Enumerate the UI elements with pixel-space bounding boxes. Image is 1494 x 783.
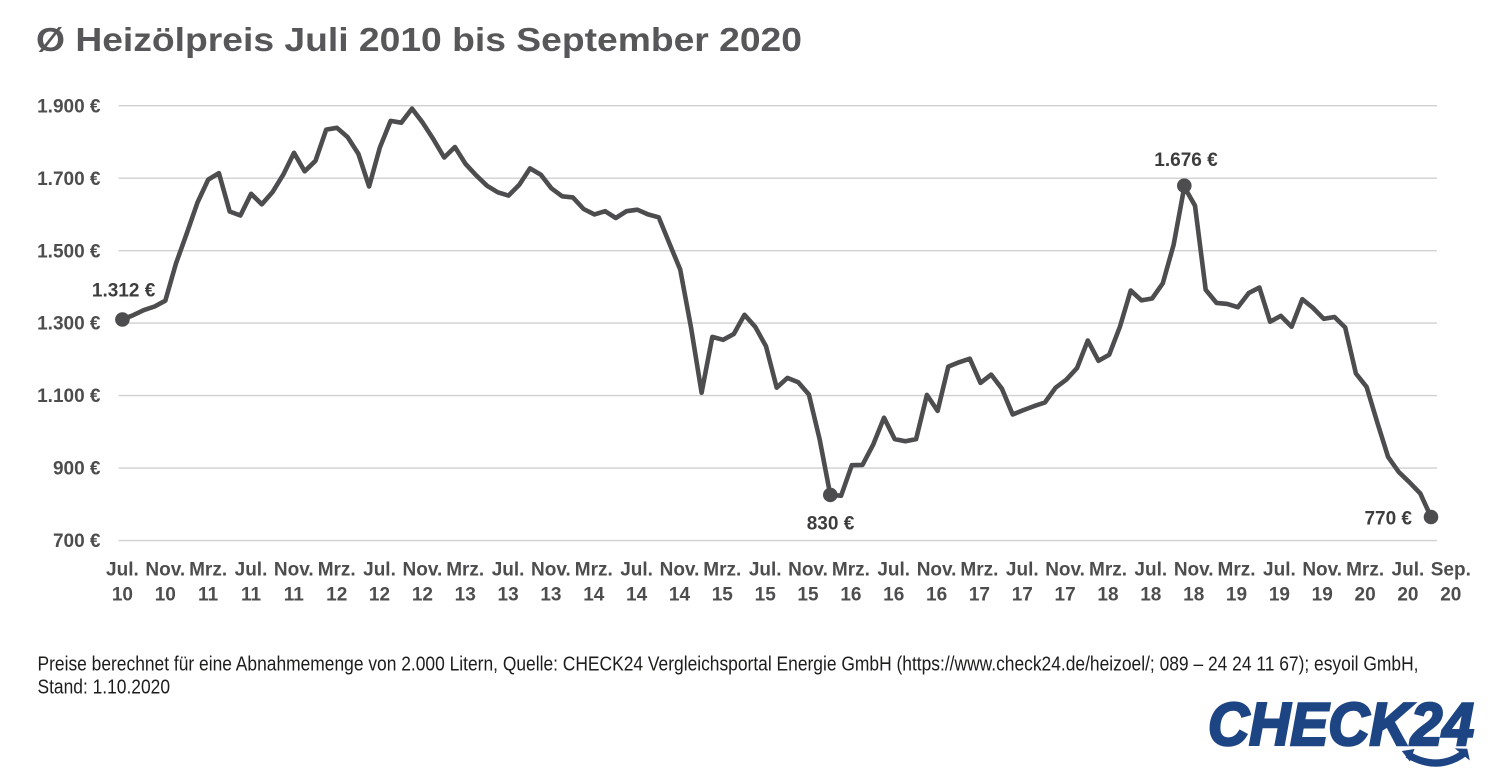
svg-text:Jul.: Jul.: [749, 560, 782, 581]
svg-text:830 €: 830 €: [807, 514, 855, 535]
svg-text:Mrz.: Mrz.: [1218, 560, 1256, 581]
svg-text:Nov.: Nov.: [274, 560, 314, 581]
svg-text:15: 15: [797, 584, 819, 605]
svg-text:19: 19: [1269, 584, 1290, 605]
svg-text:18: 18: [1183, 584, 1204, 605]
svg-text:12: 12: [412, 584, 433, 605]
svg-text:Jul.: Jul.: [1134, 560, 1167, 581]
svg-text:20: 20: [1397, 584, 1418, 605]
svg-text:Sep.: Sep.: [1431, 560, 1471, 581]
svg-text:17: 17: [1055, 584, 1076, 605]
svg-text:Mrz.: Mrz.: [1346, 560, 1384, 581]
svg-text:14: 14: [669, 584, 691, 605]
svg-text:Stand: 1.10.2020: Stand: 1.10.2020: [38, 677, 171, 699]
svg-text:18: 18: [1097, 584, 1118, 605]
svg-text:Jul.: Jul.: [492, 560, 525, 581]
svg-text:11: 11: [284, 584, 305, 605]
svg-text:770 €: 770 €: [1364, 509, 1412, 530]
svg-text:900 €: 900 €: [53, 459, 101, 480]
svg-text:1.300 €: 1.300 €: [37, 314, 101, 335]
svg-text:700 €: 700 €: [53, 531, 101, 552]
svg-text:13: 13: [540, 584, 561, 605]
svg-text:17: 17: [969, 584, 990, 605]
svg-text:10: 10: [112, 584, 133, 605]
svg-text:Mrz.: Mrz.: [960, 560, 998, 581]
svg-text:Mrz.: Mrz.: [189, 560, 227, 581]
svg-text:Jul.: Jul.: [1392, 560, 1425, 581]
svg-text:Jul.: Jul.: [363, 560, 396, 581]
svg-text:Nov.: Nov.: [788, 560, 828, 581]
svg-text:Mrz.: Mrz.: [1089, 560, 1127, 581]
svg-text:Nov.: Nov.: [1045, 560, 1085, 581]
svg-text:Jul.: Jul.: [620, 560, 653, 581]
svg-text:Nov.: Nov.: [1174, 560, 1214, 581]
svg-text:16: 16: [883, 584, 904, 605]
svg-text:1.312 €: 1.312 €: [92, 280, 156, 301]
svg-text:Nov.: Nov.: [403, 560, 443, 581]
svg-text:20: 20: [1440, 584, 1461, 605]
svg-text:12: 12: [369, 584, 390, 605]
svg-text:16: 16: [840, 584, 861, 605]
svg-text:Jul.: Jul.: [106, 560, 139, 581]
svg-text:Nov.: Nov.: [1302, 560, 1342, 581]
svg-text:15: 15: [712, 584, 734, 605]
svg-text:Jul.: Jul.: [877, 560, 910, 581]
svg-text:18: 18: [1140, 584, 1161, 605]
svg-text:10: 10: [155, 584, 176, 605]
svg-text:1.700 €: 1.700 €: [37, 169, 101, 190]
svg-text:14: 14: [583, 584, 605, 605]
svg-text:Nov.: Nov.: [917, 560, 957, 581]
svg-text:Nov.: Nov.: [145, 560, 185, 581]
svg-text:Mrz.: Mrz.: [446, 560, 484, 581]
svg-text:Nov.: Nov.: [660, 560, 700, 581]
svg-text:1.100 €: 1.100 €: [37, 386, 101, 407]
svg-text:Preise berechnet für eine Abna: Preise berechnet für eine Abnahmemenge v…: [38, 653, 1419, 675]
svg-text:14: 14: [626, 584, 648, 605]
svg-text:15: 15: [755, 584, 777, 605]
svg-text:17: 17: [1012, 584, 1033, 605]
svg-text:1.900 €: 1.900 €: [37, 96, 101, 117]
svg-text:12: 12: [326, 584, 347, 605]
svg-text:Jul.: Jul.: [1006, 560, 1039, 581]
svg-text:Mrz.: Mrz.: [703, 560, 741, 581]
svg-text:19: 19: [1226, 584, 1247, 605]
svg-text:Jul.: Jul.: [235, 560, 268, 581]
svg-text:Mrz.: Mrz.: [575, 560, 613, 581]
svg-text:11: 11: [241, 584, 262, 605]
svg-text:CHECK24: CHECK24: [1208, 691, 1474, 758]
svg-text:16: 16: [926, 584, 947, 605]
svg-text:Nov.: Nov.: [531, 560, 571, 581]
svg-text:Jul.: Jul.: [1263, 560, 1296, 581]
svg-text:1.676 €: 1.676 €: [1154, 150, 1218, 171]
svg-text:13: 13: [455, 584, 476, 605]
svg-text:19: 19: [1312, 584, 1333, 605]
svg-text:Ø Heizölpreis Juli 2010 bis Se: Ø Heizölpreis Juli 2010 bis September 20…: [36, 21, 802, 58]
svg-text:Mrz.: Mrz.: [832, 560, 870, 581]
svg-text:13: 13: [498, 584, 519, 605]
svg-text:Mrz.: Mrz.: [318, 560, 356, 581]
svg-text:1.500 €: 1.500 €: [37, 241, 101, 262]
svg-text:11: 11: [198, 584, 219, 605]
svg-text:20: 20: [1355, 584, 1376, 605]
